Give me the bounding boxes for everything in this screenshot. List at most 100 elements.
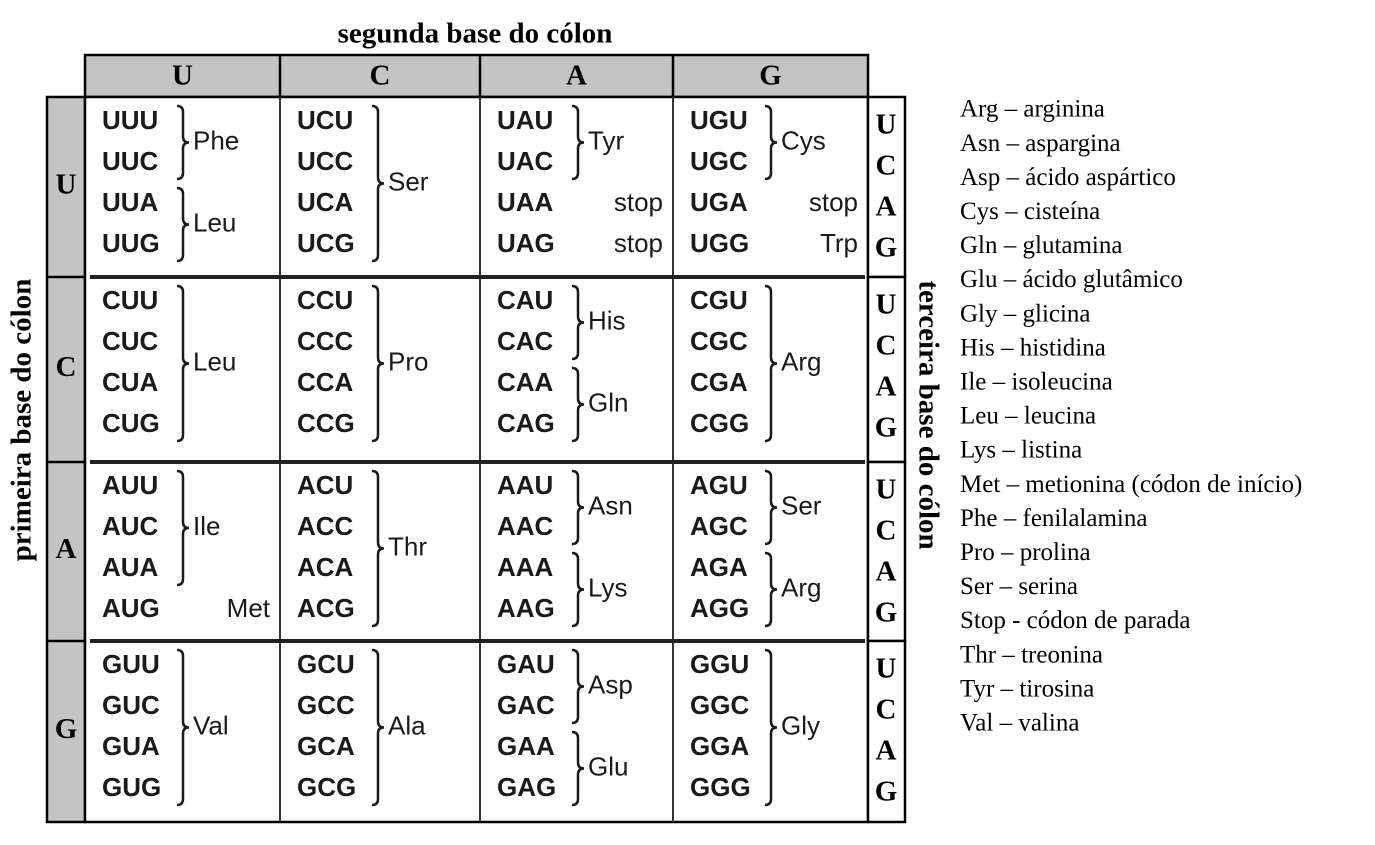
amino-acid: His [588,305,626,335]
brace [371,284,385,443]
brace [764,284,778,443]
amino-acid: Phe [193,125,239,155]
amino-acid: Ile [193,511,220,541]
codon: CUU [102,285,158,315]
column-base: A [566,60,587,92]
codon: GUA [102,731,160,761]
codon: UGU [690,105,748,135]
amino-acid: Val [193,710,229,740]
codon: GGU [690,649,749,679]
legend-entry: Arg – arginina [960,96,1105,123]
codon: AGC [690,511,748,541]
codon: UCG [297,228,355,258]
brace [764,104,778,181]
codon: UAU [497,105,553,135]
codon: AUC [102,511,159,541]
codon: UGG [690,228,749,258]
amino-acid: stop [614,228,663,258]
brace [764,469,778,546]
third-base: C [876,694,897,726]
third-base: G [875,232,898,264]
legend-entry: Val – valina [960,710,1079,737]
codon: AUG [102,593,160,623]
legend-entry: Gly – glicina [960,300,1091,327]
row-base: C [56,351,77,383]
codon: AGU [690,470,748,500]
codon: UGA [690,187,748,217]
codon: GGC [690,690,749,720]
brace [571,469,585,546]
codon: AGA [690,552,748,582]
row-base: G [55,713,78,745]
codon: GAC [497,690,555,720]
legend-entry: His – histidina [960,334,1106,361]
codon: GCG [297,772,356,802]
legend-entry: Glu – ácido glutâmico [960,266,1183,293]
legend-entry: Phe – fenilalamina [960,505,1147,532]
codon: CCG [297,408,355,438]
right-label: terceira base do cólon [912,280,944,549]
legend-entry: Ile – isoleucina [960,369,1113,396]
codon: UAC [497,146,554,176]
legend-entry: Asn – aspargina [960,130,1121,157]
brace [176,648,190,807]
codon: CGC [690,326,748,356]
column-base: C [370,60,391,92]
legend-entry: Met – metionina (códon de início) [960,471,1302,498]
codon: AAU [497,470,553,500]
codon: UCC [297,146,354,176]
codon: CUA [102,367,159,397]
codon: CAC [497,326,554,356]
amino-acid: stop [809,187,858,217]
amino-acid: Gly [781,710,820,740]
codon: GAU [497,649,555,679]
top-label: segunda base do cólon [338,18,613,50]
third-base-box [866,460,907,643]
legend-entry: Cys – cisteína [960,198,1100,225]
amino-acid: Met [227,593,271,623]
third-base: U [876,653,897,685]
codon: GUU [102,649,160,679]
amino-acid: Arg [781,572,821,602]
column-base: G [759,60,782,92]
third-base: A [876,191,897,223]
legend-entry: Pro – prolina [960,539,1091,566]
codon: CUG [102,408,160,438]
brace [571,648,585,725]
brace [571,366,585,443]
amino-acid: Leu [193,207,236,237]
codon: GAG [497,772,556,802]
legend-entry: Thr – treonina [960,641,1103,668]
row-base: U [56,169,77,201]
codon: UCA [297,187,354,217]
legend-entry: Leu – leucina [960,403,1096,430]
third-base: G [875,412,898,444]
amino-acid: Thr [388,531,427,561]
third-base: C [876,330,897,362]
codon: AAG [497,593,555,623]
brace [371,104,385,263]
codon: UAA [497,187,554,217]
codon: CGA [690,367,748,397]
codon: CCA [297,367,354,397]
codon: CGG [690,408,749,438]
codon: UAG [497,228,555,258]
amino-acid: Arg [781,346,821,376]
amino-acid: stop [614,187,663,217]
codon: CAA [497,367,554,397]
row-base: A [56,533,77,565]
codon: ACG [297,593,355,623]
third-base-box [866,639,907,824]
codon: CAG [497,408,555,438]
third-base: G [875,776,898,808]
brace [176,284,190,443]
amino-acid: Ser [781,490,822,520]
brace [371,648,385,807]
codon: AAC [497,511,554,541]
legend-entry: Gln – glutamina [960,232,1122,259]
codon: UUC [102,146,159,176]
codon: CUC [102,326,159,356]
brace [176,104,190,181]
third-base: A [876,735,897,767]
